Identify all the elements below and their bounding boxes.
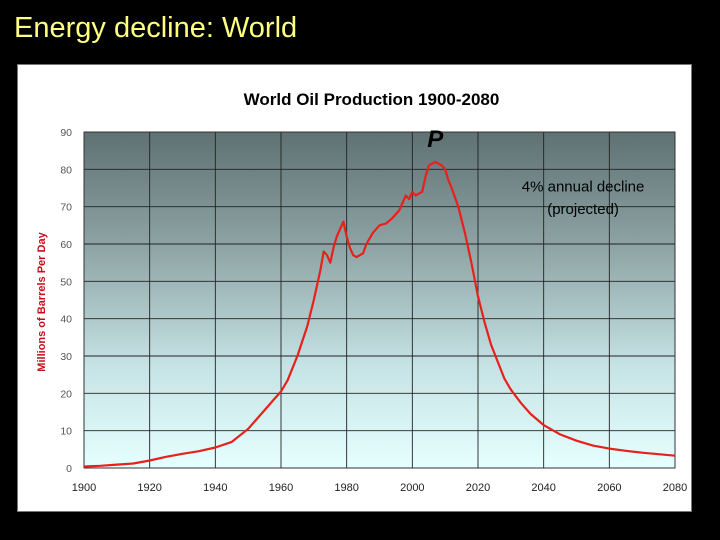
y-tick-label: 40 — [60, 314, 72, 326]
y-tick-label: 90 — [60, 127, 72, 139]
x-tick-label: 2080 — [663, 482, 687, 494]
annotations: P 4% annual decline (projected) — [427, 126, 644, 218]
decline-annotation: 4% annual decline — [522, 179, 645, 196]
x-tick-label: 2060 — [597, 482, 621, 494]
x-tick-label: 1940 — [203, 482, 227, 494]
gridlines — [83, 131, 676, 469]
chart-title: World Oil Production 1900-2080 — [244, 90, 500, 109]
x-tick-label: 2040 — [531, 482, 555, 494]
x-tick-labels: 1900 1920 1940 1960 1980 2000 2020 2040 2060 2080 — [72, 482, 687, 494]
y-tick-label: 70 — [60, 202, 72, 214]
x-tick-label: 1900 — [72, 482, 96, 494]
x-tick-label: 1980 — [334, 482, 358, 494]
peak-marker-label: P — [427, 126, 444, 153]
y-tick-label: 50 — [60, 276, 72, 288]
y-tick-label: 20 — [60, 388, 72, 400]
y-tick-label: 10 — [60, 426, 72, 438]
chart: 0 10 20 30 40 50 60 70 80 90 1900 1920 1940 1960 1980… — [36, 90, 687, 494]
plot-area — [84, 132, 675, 468]
x-tick-label: 2000 — [400, 482, 424, 494]
y-tick-label: 60 — [60, 239, 72, 251]
y-axis-label: Millions of Barrels Per Day — [36, 231, 48, 371]
series-line — [83, 160, 676, 468]
y-tick-label: 30 — [60, 351, 72, 363]
decline-annotation: (projected) — [547, 201, 619, 218]
chart-frame: 0 10 20 30 40 50 60 70 80 90 1900 1920 1940 1960 1980… — [17, 64, 692, 512]
y-tick-label: 0 — [66, 463, 72, 475]
slide-title: Energy decline: World — [14, 12, 298, 44]
x-tick-label: 1920 — [137, 482, 161, 494]
plot-border — [83, 131, 676, 469]
x-tick-label: 1960 — [269, 482, 293, 494]
y-tick-labels: 0 10 20 30 40 50 60 70 80 90 — [60, 127, 72, 475]
x-tick-label: 2020 — [466, 482, 490, 494]
y-tick-label: 80 — [60, 164, 72, 176]
